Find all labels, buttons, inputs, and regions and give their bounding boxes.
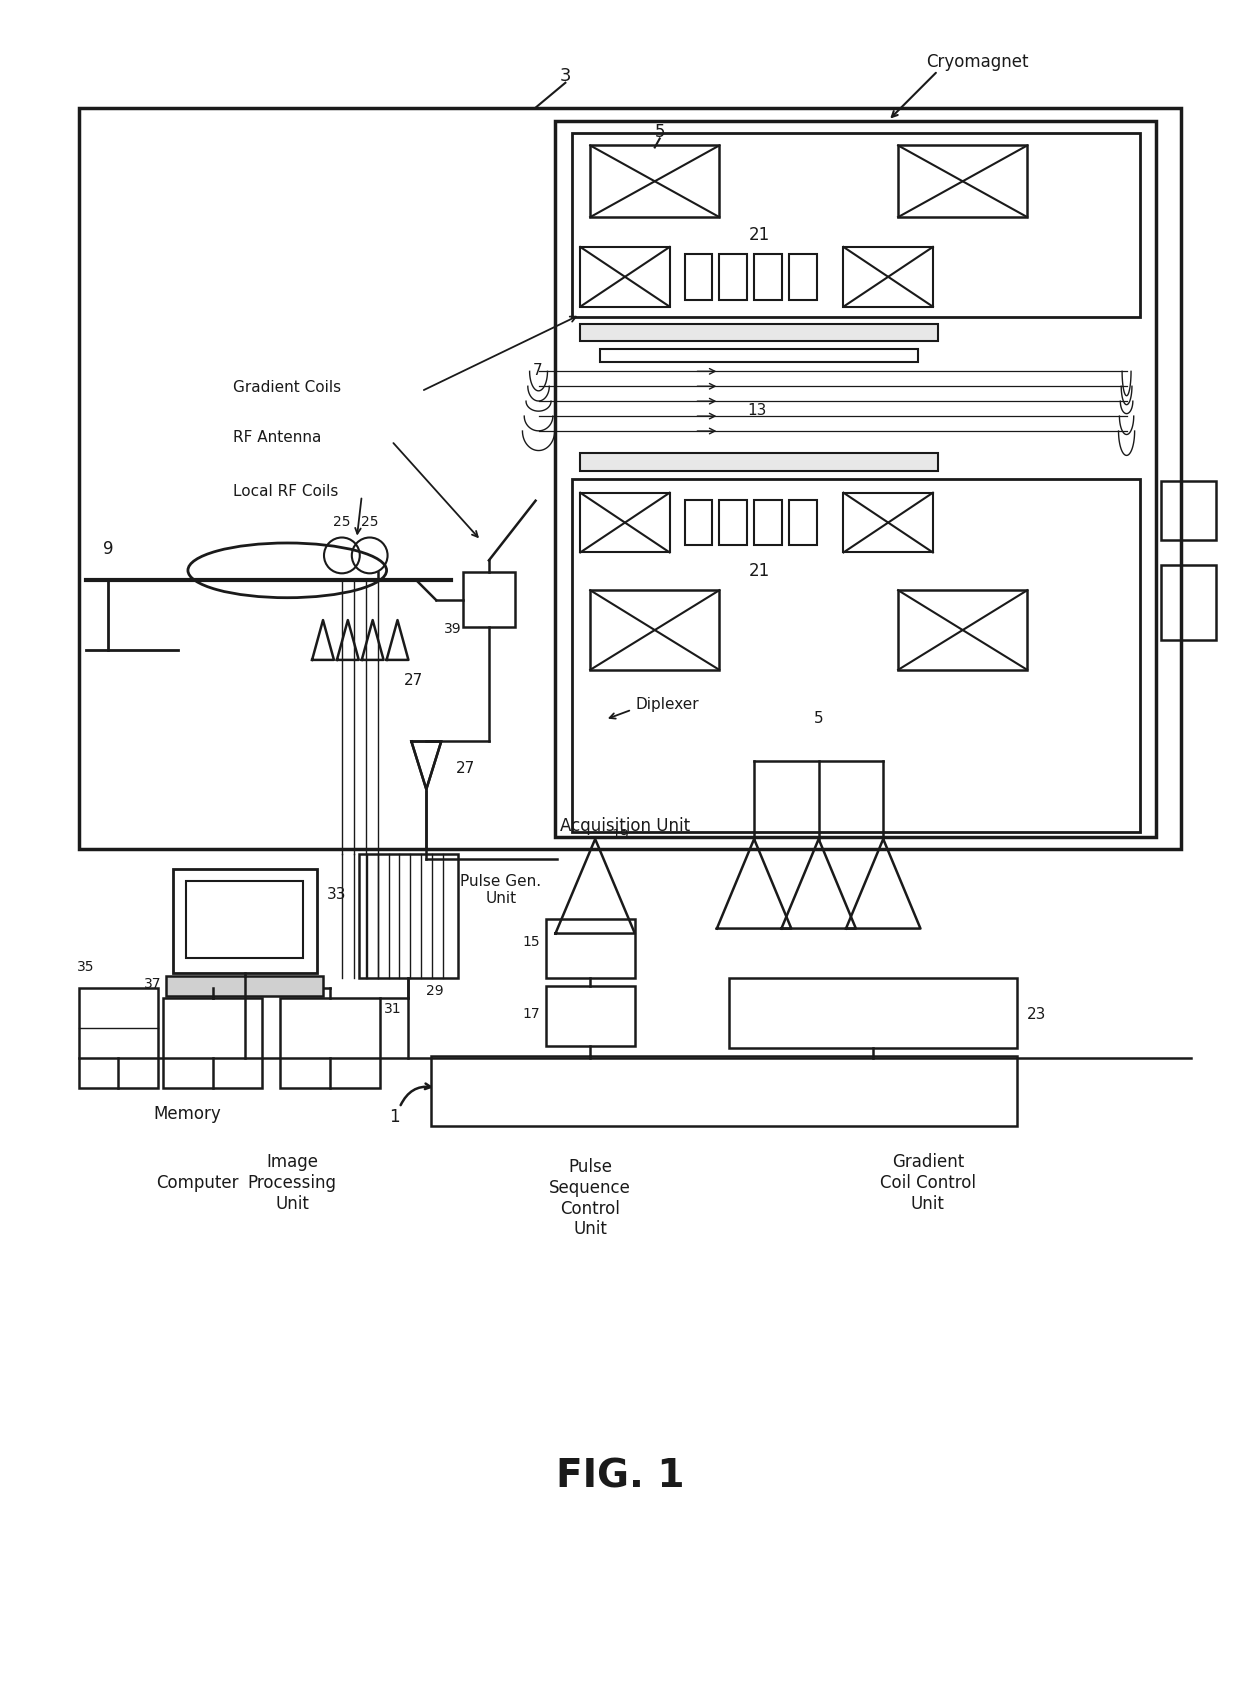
Bar bbox=[166, 977, 322, 997]
Bar bbox=[280, 999, 379, 1088]
Bar bbox=[754, 254, 782, 301]
Text: Cryomagnet: Cryomagnet bbox=[926, 52, 1029, 71]
Text: Gradient
Coil Control
Unit: Gradient Coil Control Unit bbox=[880, 1152, 976, 1213]
Text: 35: 35 bbox=[77, 960, 94, 974]
Text: 9: 9 bbox=[103, 540, 114, 558]
Text: Local RF Coils: Local RF Coils bbox=[233, 484, 339, 500]
Text: Gradient Coils: Gradient Coils bbox=[233, 380, 341, 395]
Text: 29: 29 bbox=[427, 984, 444, 997]
Bar bbox=[463, 574, 515, 627]
Bar bbox=[432, 1056, 1017, 1125]
Bar bbox=[754, 501, 782, 547]
Text: Computer: Computer bbox=[156, 1174, 239, 1191]
Text: RF Antenna: RF Antenna bbox=[233, 429, 321, 444]
Bar bbox=[684, 501, 712, 547]
Bar bbox=[164, 999, 263, 1088]
Bar bbox=[843, 247, 932, 308]
Bar bbox=[600, 350, 918, 363]
Text: 27: 27 bbox=[456, 760, 475, 775]
Bar bbox=[719, 501, 748, 547]
Text: Pulse
Sequence
Control
Unit: Pulse Sequence Control Unit bbox=[549, 1157, 631, 1238]
Bar bbox=[898, 146, 1027, 219]
Text: 13: 13 bbox=[748, 402, 766, 417]
Text: 15: 15 bbox=[523, 934, 541, 949]
Text: Memory: Memory bbox=[154, 1103, 221, 1122]
Bar bbox=[580, 493, 670, 553]
Bar bbox=[843, 493, 932, 553]
Bar bbox=[174, 870, 317, 974]
Text: 7: 7 bbox=[533, 363, 542, 378]
Bar bbox=[573, 479, 1141, 833]
Bar bbox=[580, 454, 937, 471]
Text: FIG. 1: FIG. 1 bbox=[556, 1457, 684, 1495]
Bar bbox=[546, 987, 635, 1046]
Text: 25: 25 bbox=[361, 515, 378, 528]
Bar bbox=[358, 854, 458, 979]
Text: 19: 19 bbox=[611, 828, 629, 841]
Text: 25: 25 bbox=[334, 515, 351, 528]
Bar bbox=[580, 325, 937, 341]
Text: Diplexer: Diplexer bbox=[636, 696, 699, 711]
Bar bbox=[590, 146, 719, 219]
Bar bbox=[186, 881, 303, 959]
Bar bbox=[898, 590, 1027, 671]
Bar bbox=[590, 590, 719, 671]
Text: 31: 31 bbox=[383, 1001, 402, 1016]
Text: 3: 3 bbox=[559, 67, 572, 84]
Bar bbox=[78, 989, 159, 1088]
Text: 17: 17 bbox=[523, 1006, 541, 1021]
Bar bbox=[719, 254, 748, 301]
Text: 5: 5 bbox=[813, 711, 823, 725]
Bar bbox=[78, 109, 1182, 849]
Text: 1: 1 bbox=[389, 1107, 399, 1125]
Text: 39: 39 bbox=[444, 622, 461, 636]
Bar bbox=[729, 979, 1017, 1048]
Bar bbox=[580, 247, 670, 308]
Bar bbox=[1162, 567, 1216, 641]
Bar bbox=[1162, 481, 1216, 542]
Bar bbox=[789, 501, 817, 547]
Text: Pulse Gen.
Unit: Pulse Gen. Unit bbox=[460, 873, 542, 905]
Text: Image
Processing
Unit: Image Processing Unit bbox=[248, 1152, 337, 1213]
Bar bbox=[573, 133, 1141, 318]
Text: 21: 21 bbox=[749, 562, 770, 580]
Text: 27: 27 bbox=[403, 673, 423, 688]
Text: 5: 5 bbox=[655, 123, 665, 141]
Bar bbox=[546, 918, 635, 979]
Bar bbox=[684, 254, 712, 301]
Text: 23: 23 bbox=[1027, 1006, 1047, 1021]
Bar bbox=[789, 254, 817, 301]
Text: 21: 21 bbox=[749, 225, 770, 244]
Bar bbox=[556, 121, 1157, 838]
Text: Acquisition Unit: Acquisition Unit bbox=[560, 816, 691, 834]
Text: 37: 37 bbox=[144, 977, 161, 991]
Text: 33: 33 bbox=[327, 886, 346, 902]
